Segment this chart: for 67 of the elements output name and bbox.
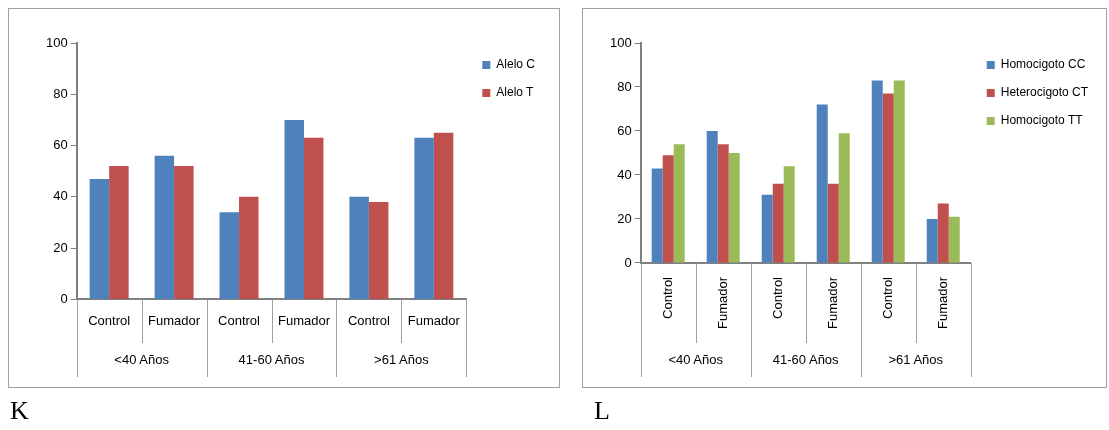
bar — [772, 183, 784, 263]
bar — [882, 93, 894, 263]
bar — [717, 144, 729, 263]
bar — [154, 155, 175, 299]
bar — [349, 196, 369, 299]
x-tick-label: Fumador — [714, 276, 730, 330]
bar — [368, 201, 389, 299]
x-tick-label: Control — [769, 276, 785, 319]
y-tick-label: 20 — [617, 210, 632, 226]
bar — [414, 137, 434, 299]
text: L — [594, 396, 610, 426]
bar — [673, 144, 685, 263]
bar — [728, 152, 740, 263]
x-tick-label: Control — [659, 276, 675, 319]
x-tick-label: Fumador — [277, 312, 331, 328]
bar — [651, 168, 663, 263]
y-tick-label: 40 — [617, 166, 632, 182]
legend-label: Alelo C — [496, 57, 536, 72]
text: K — [10, 396, 29, 426]
y-tick-label: 100 — [45, 34, 68, 50]
bar — [948, 216, 960, 263]
bar — [174, 166, 194, 299]
bar — [284, 119, 304, 299]
text: 41-60 Años — [238, 351, 305, 367]
legend-label: Homocigoto CC — [1000, 57, 1086, 72]
x-tick-label: Fumador — [824, 276, 840, 330]
bar — [893, 80, 905, 263]
bar — [783, 166, 795, 263]
y-tick-label: 60 — [53, 137, 68, 153]
x-tick-label: Control — [88, 312, 131, 328]
legend-label: Alelo T — [496, 85, 535, 100]
legend-label: Heterocigoto CT — [1000, 85, 1089, 100]
bar — [838, 133, 850, 263]
bar — [706, 130, 718, 263]
y-tick-label: 100 — [609, 34, 632, 50]
bar — [433, 132, 454, 299]
y-tick-label: 60 — [617, 122, 632, 138]
text: >61 Años — [374, 351, 430, 367]
text: 41-60 Años — [772, 351, 840, 367]
bar — [827, 183, 839, 263]
bar — [303, 137, 324, 299]
bar — [219, 212, 240, 299]
y-tick-label: 20 — [53, 239, 68, 255]
y-tick-label: 40 — [53, 188, 68, 204]
bar — [109, 166, 129, 299]
bar — [662, 155, 674, 263]
x-tick-label: Fumador — [407, 312, 461, 328]
bar — [761, 194, 773, 263]
text: <40 Años — [114, 351, 170, 367]
bar — [926, 218, 938, 263]
y-tick-label: 0 — [60, 290, 68, 306]
x-tick-label: Control — [347, 312, 390, 328]
x-tick-label: Control — [218, 312, 261, 328]
x-tick-label: Fumador — [934, 276, 950, 330]
x-tick-label: Control — [879, 276, 895, 319]
legend-label: Homocigoto TT — [1000, 113, 1084, 128]
y-tick-label: 80 — [617, 78, 632, 94]
bar — [89, 178, 110, 299]
bar — [937, 203, 949, 263]
y-tick-label: 80 — [53, 85, 68, 101]
bar — [816, 104, 828, 263]
text: >61 Años — [888, 351, 944, 367]
text: <40 Años — [668, 351, 724, 367]
y-tick-label: 0 — [624, 254, 632, 270]
bar — [871, 80, 883, 263]
x-tick-label: Fumador — [148, 312, 201, 328]
bar — [239, 196, 259, 299]
